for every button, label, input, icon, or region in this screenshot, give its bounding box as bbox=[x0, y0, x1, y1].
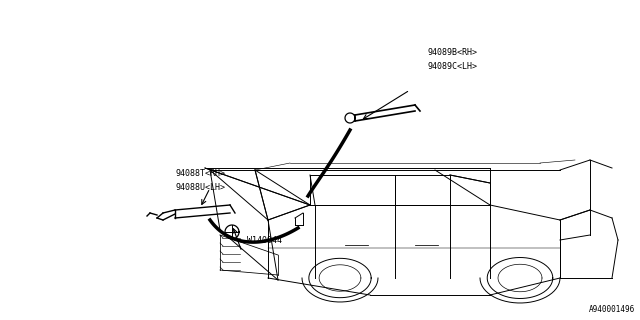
Text: 94089B<RH>: 94089B<RH> bbox=[428, 47, 478, 57]
Text: 94089C<LH>: 94089C<LH> bbox=[428, 61, 478, 70]
Text: 94088T<RH>: 94088T<RH> bbox=[175, 169, 225, 178]
Text: A940001496: A940001496 bbox=[589, 305, 635, 314]
Text: W140044: W140044 bbox=[247, 236, 282, 244]
Text: 94088U<LH>: 94088U<LH> bbox=[175, 182, 225, 191]
